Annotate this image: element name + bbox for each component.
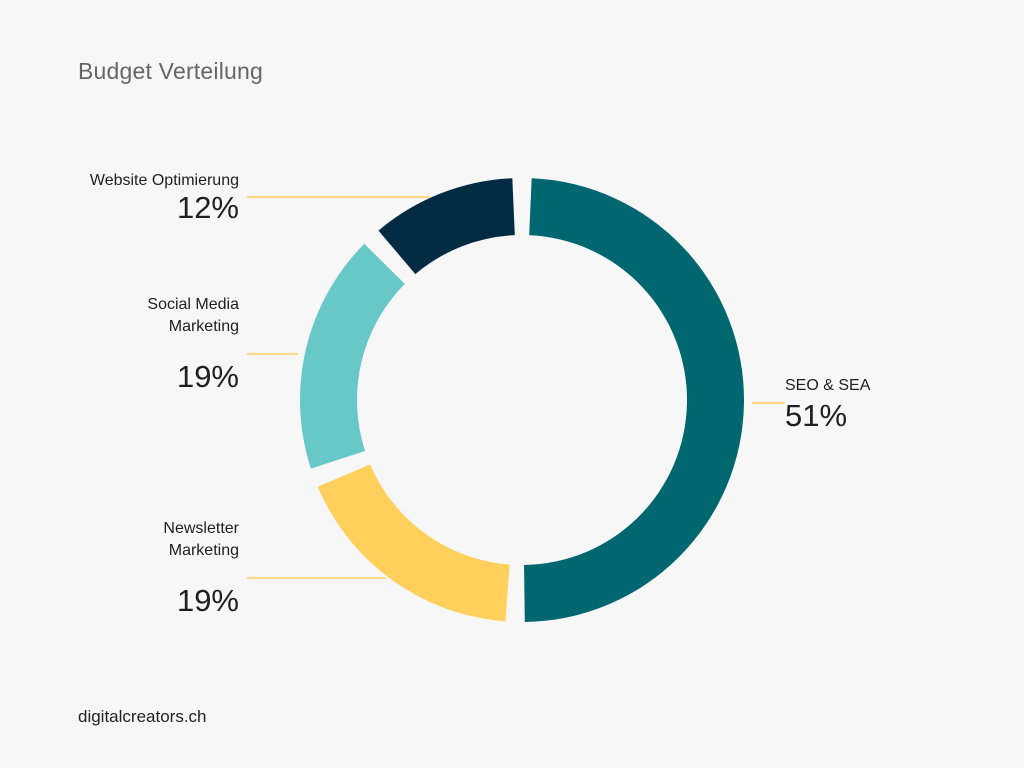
slice-social-media-marketing <box>300 243 405 469</box>
slice-label-seo-and-sea: SEO & SEA <box>785 377 871 394</box>
slice-value-seo-and-sea: 51% <box>785 398 847 433</box>
slice-value-newsletter-marketing: 19% <box>177 583 239 618</box>
slice-newsletter-marketing <box>317 464 510 622</box>
slice-label-website-optimierung: Website Optimierung <box>90 172 239 189</box>
slice-value-social-media-marketing: 19% <box>177 359 239 394</box>
slice-seo-and-sea <box>524 178 745 622</box>
slice-label-newsletter-marketing: Newsletter Marketing <box>163 520 239 559</box>
slice-value-website-optimierung: 12% <box>177 190 239 225</box>
slice-website-optimierung <box>378 178 515 275</box>
slice-label-social-media-marketing: Social Media Marketing <box>147 296 239 335</box>
footer-source: digitalcreators.ch <box>78 707 207 726</box>
chart-title: Budget Verteilung <box>78 58 263 84</box>
